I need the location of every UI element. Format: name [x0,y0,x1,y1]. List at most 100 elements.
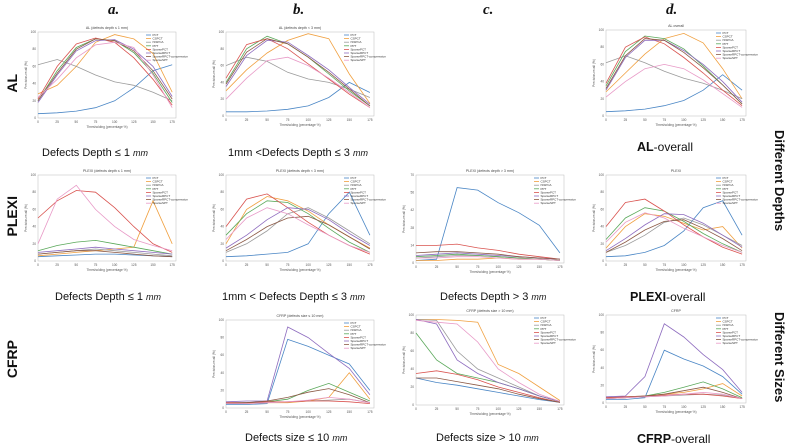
legend-entry: CSPCT [153,180,163,184]
caption-unit: mm [133,148,149,158]
chart-svg-al-a: AL (defects depth ≤ 1 mm) 0 25 50 75 100 125 15… [24,26,188,129]
y-tick-label: 0 [602,401,604,405]
x-axis-label: Thresholding (percentage %) [86,125,127,129]
x-tick-label: 50 [643,118,647,122]
x-tick-label: 175 [557,265,563,269]
legend-entry: SparseRPCT-compression [351,55,387,59]
x-tick-label: 150 [720,118,726,122]
x-tick-label: 175 [170,120,176,124]
caption-unit: mm [146,292,162,302]
caption-unit: mm [350,292,366,302]
y-tick-label: 80 [32,190,36,194]
series-line-cspct [37,34,173,95]
x-tick-label: 150 [347,410,353,414]
series-line-sparsespt [226,396,370,404]
y-tick-label: 80 [220,47,224,51]
x-tick-label: 175 [170,263,176,267]
legend-entry: SparseSPT [153,58,169,62]
legend-entry: SparseRPCT [351,339,369,343]
y-tick-label: 20 [600,383,604,387]
legend-entry: SparseSPT [723,201,739,205]
y-tick-label: 0 [602,259,604,263]
x-axis-label: Thresholding (percentage %) [86,268,127,272]
series-line-pct [606,349,743,400]
x-tick-label: 125 [326,263,332,267]
x-tick-label: 150 [720,405,726,409]
y-tick-label: 80 [600,45,604,49]
legend-entry: SparseRPCT [541,334,559,338]
chart-caption: 1mm < Defects Depth ≤ 3 mm [222,291,365,303]
x-tick-label: 50 [265,410,269,414]
legend-entry: PPT [351,332,357,336]
legend-entry: SparseRPCT [723,194,741,198]
y-axis-label: Precision-recall (%) [592,345,596,373]
x-tick-label: 25 [245,410,249,414]
legend-entry: SparsePCT [153,190,169,194]
x-tick-label: 125 [326,410,332,414]
x-axis-label: Thresholding (percentage %) [655,123,696,127]
chart-caption: 1mm <Defects Depth ≤ 3 mm [228,147,368,159]
legend-entry: ISSPCA [153,183,164,187]
y-tick-label: 14 [410,243,414,247]
x-tick-label: 25 [624,405,628,409]
legend-entry: SparsePCT [351,47,367,51]
legend-entry: SparsePCT [351,335,367,339]
x-tick-label: 100 [681,118,687,122]
series-line-sparserpct [225,39,371,105]
x-axis-label: Thresholding (percentage %) [279,268,320,272]
y-tick-label: 100 [219,173,225,177]
x-tick-label: 50 [75,120,79,124]
chart-legend: PCTCSPCTISSPCAPPTSparsePCTSparseRPCTSpar… [344,176,386,205]
x-tick-label: 175 [367,263,373,267]
series-line-pct [415,187,561,261]
x-tick-label: 175 [367,410,373,414]
chart-title: CFRP (defects size ≤ 10 mm) [276,314,323,318]
legend-entry: CSPCT [723,320,733,324]
x-tick-label: 75 [663,405,667,409]
series-line-sparserpct [225,326,371,403]
legend-entry: SparseRPCT-compression [723,198,759,202]
x-tick-label: 0 [37,120,39,124]
x-tick-label: 75 [663,118,667,122]
chart-title: AL overall [668,24,684,28]
chart-panel-plexi-a: PLEXI (defects depth ≤ 1 mm) 0 25 50 75 100 12… [22,165,188,275]
chart-svg-plexi-a: PLEXI (defects depth ≤ 1 mm) 0 25 50 75 100 12… [24,169,188,272]
chart-panel-cfrp-d: CFRP 0 25 50 75 100 125 150 175 0 20 40 60 80 100 Thres… [590,305,758,417]
y-tick-label: 40 [32,82,36,86]
legend-entry: PCT [723,316,729,320]
x-tick-label: 175 [739,118,745,122]
x-tick-label: 25 [435,265,439,269]
x-tick-label: 100 [306,410,312,414]
caption-text: Defects size > 10 [436,432,521,444]
y-tick-label: 70 [410,173,414,177]
y-tick-label: 40 [32,225,36,229]
series-line-sparserpct-compression [416,377,560,403]
y-tick-label: 0 [602,114,604,118]
x-tick-label: 150 [537,265,543,269]
series-line-sparserpct-compression [225,38,371,107]
legend-entry: SparsePCT [723,190,739,194]
legend-entry: PCT [541,316,547,320]
series-line-pct [415,377,560,403]
x-tick-label: 75 [94,120,98,124]
chart-legend: PCTCSPCTISSPCAPPTSparsePCTSparseRPCTSpar… [534,316,576,345]
legend-entry: PPT [351,187,357,191]
y-tick-label: 40 [600,366,604,370]
x-tick-label: 25 [435,407,439,411]
series-line-pct [605,200,743,258]
series-line-ppt [37,239,173,255]
y-axis-label: Precision-recall (%) [212,204,216,232]
legend-entry: SparseSPT [541,201,557,205]
y-tick-label: 40 [220,225,224,229]
x-tick-label: 125 [701,263,707,267]
chart-caption: Defects size > 10 mm [436,432,539,444]
x-tick-label: 0 [225,410,227,414]
legend-entry: SparseRPCT [351,51,369,55]
caption-material: CFRP [637,432,672,446]
y-tick-label: 56 [410,191,414,195]
legend-entry: SparseRPCT-compression [153,55,189,59]
caption-text: 1mm < Defects Depth ≤ 3 [222,291,347,303]
caption-text: Defects Depth ≤ 1 [42,147,130,159]
chart-svg-cfrp-b: CFRP (defects size ≤ 10 mm) 0 25 50 75 100 125… [212,314,386,419]
x-tick-label: 0 [605,263,607,267]
